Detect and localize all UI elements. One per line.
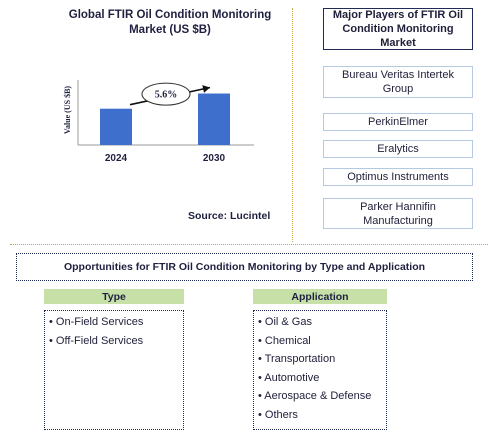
chart-title: Global FTIR Oil Condition Monitoring Mar… bbox=[68, 9, 272, 36]
source-label: Source: Lucintel bbox=[188, 210, 271, 222]
x-tick-2024: 2024 bbox=[105, 153, 128, 164]
cagr-ellipse bbox=[141, 82, 191, 106]
bar-2030 bbox=[198, 93, 230, 145]
application-item-transportation: • Transportation bbox=[258, 353, 336, 365]
player-bureau-veritas-intertek: Bureau Veritas Intertek Group bbox=[323, 66, 473, 98]
application-item-chemical: • Chemical bbox=[258, 334, 311, 347]
type-list: • On-Field Services • Off-Field Services bbox=[44, 310, 184, 430]
application-item-automotive: • Automotive bbox=[258, 371, 320, 384]
y-axis-label: Value (US $B) bbox=[63, 86, 72, 134]
application-item-oil-gas: • Oil & Gas bbox=[258, 316, 312, 328]
player-optimus-instruments: Optimus Instruments bbox=[323, 168, 473, 186]
x-tick-2030: 2030 bbox=[203, 153, 226, 164]
application-item-aerospace-defense: • Aerospace & Defense bbox=[258, 390, 372, 402]
market-bar-chart: Value (US $B) 2024 2030 5.6% bbox=[63, 80, 254, 164]
application-list: • Oil & Gas • Chemical • Transportation … bbox=[253, 310, 387, 430]
type-item-on-field: • On-Field Services bbox=[49, 316, 144, 328]
type-item-off-field: • Off-Field Services bbox=[49, 334, 144, 347]
application-item-others: • Others bbox=[258, 408, 298, 421]
application-header: Application bbox=[253, 289, 387, 304]
vertical-divider bbox=[292, 8, 293, 242]
player-parker-hannifin: Parker Hannifin Manufacturing bbox=[323, 198, 473, 229]
players-header: Major Players of FTIR Oil Condition Moni… bbox=[323, 8, 473, 50]
bar-2024 bbox=[100, 108, 132, 145]
opportunities-header: Opportunities for FTIR Oil Condition Mon… bbox=[16, 253, 473, 281]
cagr-label: 5.6% bbox=[155, 90, 178, 101]
horizontal-divider bbox=[10, 244, 488, 245]
player-perkinelmer: PerkinElmer bbox=[323, 113, 473, 131]
type-header: Type bbox=[44, 289, 184, 304]
growth-arrow-head bbox=[202, 85, 210, 93]
player-eralytics: Eralytics bbox=[323, 140, 473, 158]
